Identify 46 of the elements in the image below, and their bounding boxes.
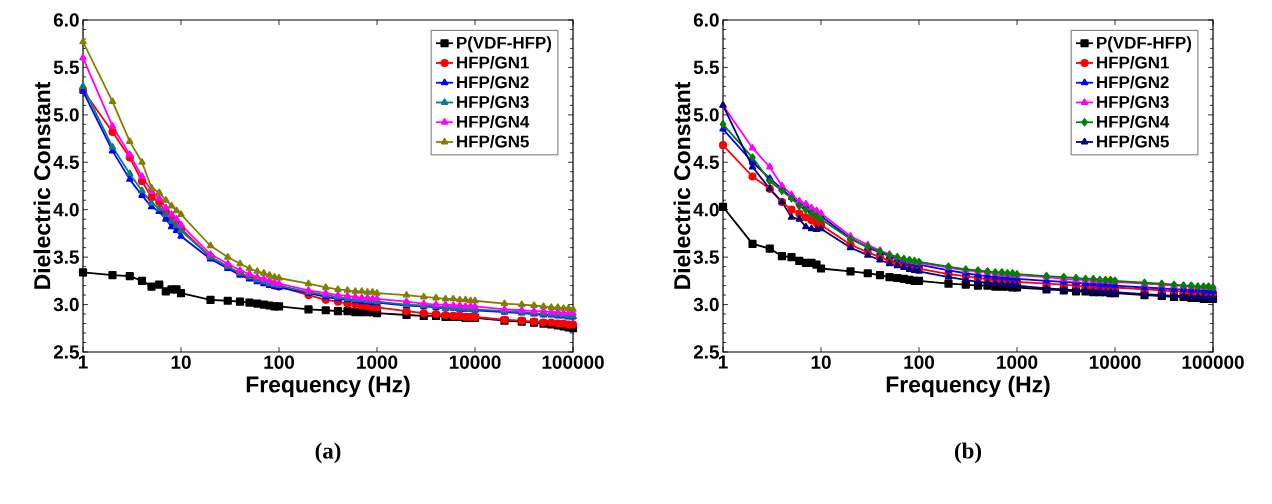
legend-label: HFP/GN5 [1097,135,1169,148]
y-tick-label: 3.0 [693,297,719,312]
x-axis-title: Frequency (Hz) [886,375,1050,398]
x-tick-label: 10 [811,355,831,369]
text: (b) [955,442,981,464]
x-axis-title: Frequency (Hz) [246,375,410,398]
y-tick-label: 5.5 [53,60,79,75]
y-tick-label: 4.0 [53,203,79,217]
legend-label: HFP/GN1 [457,56,529,69]
y-tick-label: 3.5 [693,250,719,264]
y-tick-label: 6.0 [53,13,79,27]
legend-label: P(VDF-HFP) [457,36,552,53]
text: (a) [315,442,341,464]
y-tick-label: 4.5 [693,155,719,169]
y-tick-label: 5.0 [53,108,79,122]
x-tick-label: 10000 [1089,355,1141,369]
x-tick-label: 10000 [449,355,501,369]
x-tick-label: 100 [904,355,935,369]
y-tick-label: 4.5 [53,155,79,169]
legend-label: P(VDF-HFP) [1097,36,1192,53]
x-tick-label: 1 [718,355,728,369]
x-tick-label: 1000 [997,355,1038,369]
legend-label: HFP/GN1 [1097,56,1169,69]
x-tick-label: 1 [78,355,88,369]
legend-label: HFP/GN3 [1097,95,1169,109]
y-tick-label: 5.0 [693,108,719,122]
y-tick-label: 4.0 [693,203,719,217]
legend-label: HFP/GN2 [457,75,529,89]
y-tick-label: 6.0 [693,13,719,27]
x-tick-label: 100 [264,355,295,369]
legend-label: HFP/GN4 [457,115,530,128]
y-axis-title: Dielectric Constant [33,81,51,289]
legend-label: HFP/GN3 [457,95,529,109]
legend-label: HFP/GN2 [1097,75,1169,89]
x-tick-label: 1000 [357,355,398,369]
x-tick-label: 100000 [1182,355,1244,369]
y-tick-label: 3.5 [53,250,79,264]
x-tick-label: 10 [171,355,191,369]
y-axis-title: Dielectric Constant [673,81,691,289]
y-tick-label: 3.0 [53,297,79,312]
x-tick-label: 100000 [542,355,604,369]
legend-label: HFP/GN5 [457,135,529,148]
legend-label: HFP/GN4 [1097,115,1170,128]
y-tick-label: 2.5 [53,345,79,359]
y-tick-label: 5.5 [693,60,719,75]
y-tick-label: 2.5 [693,345,719,359]
